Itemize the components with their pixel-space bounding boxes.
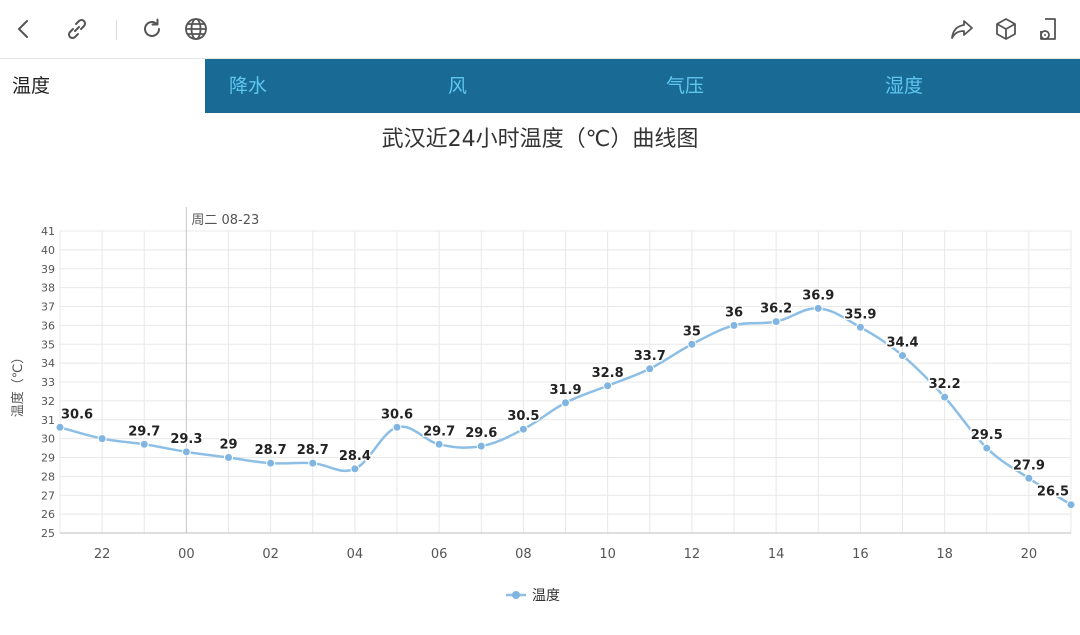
x-tick-label: 00 [178,547,195,562]
x-tick-label: 02 [262,547,279,562]
y-tick-label: 30 [41,433,55,446]
data-label: 30.6 [381,407,413,422]
data-point [898,351,907,361]
data-label: 26.5 [1037,485,1069,500]
browser-toolbar [0,0,1080,59]
data-point [518,424,528,434]
y-tick-label: 36 [41,319,55,332]
x-tick-label: 22 [94,547,111,562]
data-label: 29.5 [971,428,1003,443]
y-tick-label: 34 [41,357,55,370]
y-tick-label: 29 [41,452,55,465]
data-point [561,398,570,408]
data-label: 32.8 [592,366,624,381]
tab-pressure[interactable]: 气压 [666,75,705,97]
data-point [855,322,865,332]
share-icon[interactable] [948,15,976,43]
data-label: 27.9 [1013,458,1045,473]
tab-wind[interactable]: 风 [448,75,468,97]
tab-temperature[interactable]: 温度 [0,59,205,113]
legend-label: 温度 [532,588,560,604]
data-point [603,381,613,391]
x-tick-label: 08 [515,547,532,562]
data-point [181,447,191,457]
data-label: 31.9 [549,383,581,398]
data-label: 34.4 [886,336,918,351]
y-tick-label: 33 [41,376,55,389]
data-label: 32.2 [929,377,961,392]
y-tick-label: 40 [41,244,55,257]
data-point [476,441,486,451]
mini-program-icon[interactable] [1034,15,1062,43]
x-tick-label: 12 [684,547,701,562]
data-point [1066,500,1076,510]
data-label: 35.9 [844,307,876,322]
chart-title: 武汉近24小时温度（℃）曲线图 [381,127,699,152]
data-label: 29.7 [128,424,160,439]
legend-point-swatch [512,591,520,599]
y-tick-label: 32 [41,395,55,408]
data-point [308,458,318,468]
y-axis-label: 温度（℃） [10,351,26,418]
data-label: 29.6 [465,426,497,441]
data-point [434,439,444,449]
y-tick-label: 38 [41,282,55,295]
data-label: 28.4 [339,449,371,464]
y-tick-label: 25 [41,527,55,540]
data-point [645,364,655,374]
data-label: 30.5 [507,409,539,424]
data-label: 36 [725,305,743,320]
data-label: 28.7 [297,443,329,458]
tab-precipitation[interactable]: 降水 [229,75,268,97]
data-point [940,392,950,402]
data-label: 36.9 [802,288,834,303]
data-point [97,434,107,444]
back-icon[interactable] [10,15,38,43]
y-tick-label: 39 [41,263,55,276]
data-point [392,422,402,432]
data-point [1024,473,1034,483]
data-point [350,464,360,474]
x-tick-label: 06 [431,547,448,562]
x-tick-label: 04 [347,547,364,562]
y-tick-label: 26 [41,508,55,521]
x-tick-label: 18 [936,547,953,562]
data-label: 29.3 [170,432,202,447]
link-icon[interactable] [63,15,91,43]
data-label: 28.7 [255,443,287,458]
y-tick-label: 37 [41,301,55,314]
y-tick-label: 28 [41,470,55,483]
data-label: 35 [683,324,701,339]
data-label: 36.2 [760,302,792,317]
data-point [813,303,823,313]
x-tick-label: 16 [852,547,869,562]
y-tick-label: 35 [41,338,55,351]
data-point [687,339,697,349]
data-point [982,443,992,453]
cube-icon[interactable] [992,15,1020,43]
tab-bar: 温度 降水 风 气压 湿度 [0,59,1080,113]
x-tick-label: 20 [1021,547,1038,562]
data-point [266,458,276,468]
toolbar-separator [116,20,117,40]
y-tick-label: 31 [41,414,55,427]
data-point [139,439,149,449]
temperature-line-chart: 25 26 27 28 29 30 31 32 33 34 35 36 37 38 39 40 41 周二 08-… [10,207,1076,604]
x-tick-label: 10 [599,547,616,562]
data-point [771,317,781,327]
data-label: 29.7 [423,424,455,439]
y-tick-label: 27 [41,489,55,502]
y-tick-label: 41 [41,225,55,238]
x-tick-label: 14 [768,547,785,562]
day-marker-label: 周二 08-23 [191,213,259,228]
globe-icon[interactable] [182,15,210,43]
refresh-icon[interactable] [138,15,166,43]
data-point [55,422,65,432]
data-point [729,320,739,330]
data-label: 30.6 [61,407,93,422]
data-label: 29 [219,438,237,453]
tab-humidity[interactable]: 湿度 [885,75,924,97]
data-point [224,453,233,462]
data-label: 33.7 [634,349,666,364]
